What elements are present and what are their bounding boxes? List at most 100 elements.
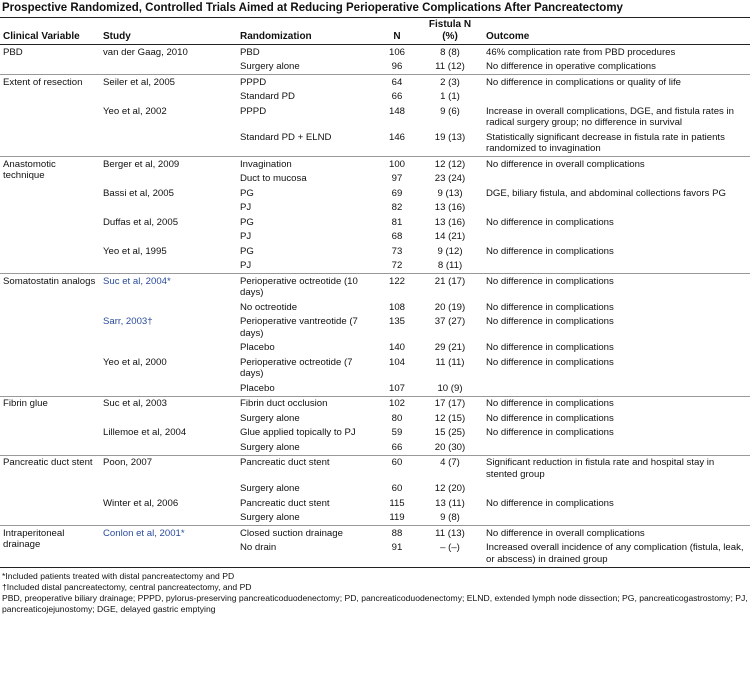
table-row: Sarr, 2003† Perioperative vantreotide (7 …: [0, 315, 750, 341]
footnote: PBD, preoperative biliary drainage; PPPD…: [2, 592, 748, 614]
footnote: *Included patients treated with distal p…: [2, 570, 235, 581]
table-row: Winter et al, 2006 Pancreatic duct stent 1…: [0, 496, 750, 511]
table-row: Yeo et al, 1995 PG 73 9 (12) No difference i…: [0, 244, 750, 259]
randomization: Closed suction drainage: [237, 525, 377, 541]
outcome: No difference in complications: [486, 342, 614, 353]
column-header: Study: [100, 18, 237, 45]
outcome: No difference in complications: [486, 497, 614, 509]
table-row: Surgery alone 119 9 (8): [0, 511, 750, 526]
study: Suc et al, 2003: [100, 395, 237, 426]
outcome-empty: [483, 230, 750, 245]
n: 66: [391, 91, 403, 102]
fistula: 20 (30): [434, 441, 466, 453]
fistula: 19 (13): [434, 131, 466, 143]
randomization: Standard PD: [240, 91, 295, 102]
study: Sarr, 2003†: [103, 316, 153, 327]
fistula: 9 (13): [437, 187, 463, 199]
n: 102: [377, 395, 417, 411]
footnotes: *Included patients treated with distal p…: [0, 568, 750, 618]
randomization: Perioperative octreotide (10 days): [237, 273, 377, 300]
outcome: No difference in overall complications: [483, 525, 750, 541]
outcome-empty: [483, 172, 750, 187]
header-row: Clinical Variable Study Randomization N Fist…: [0, 18, 750, 45]
fistula: 29 (21): [434, 342, 466, 353]
randomization: PG: [240, 245, 254, 257]
n: 59: [391, 427, 403, 438]
fistula: 11 (13): [417, 525, 483, 541]
table-row: Somatostatin analogs Suc et al, 2004* Peri…: [0, 273, 750, 396]
outcome: No difference in complications: [486, 316, 614, 327]
n: 108: [388, 301, 405, 313]
table-row: Intraperitoneal drainage Conlon et al, 20…: [0, 525, 750, 567]
table-row: Extent of resection Seiler et al, 2005 PPP…: [0, 74, 750, 157]
table-row: Fibrin glue Suc et al, 2003 Fibrin duct oc…: [0, 395, 750, 455]
outcome: No difference in operative complications: [486, 61, 656, 72]
fistula: 10 (9): [437, 382, 463, 394]
outcome: No difference in complications: [483, 395, 750, 411]
n: 73: [391, 245, 403, 257]
randomization: PG: [240, 187, 254, 199]
fistula: 9 (8): [440, 512, 460, 523]
fistula: 13 (11): [435, 497, 465, 509]
n: 119: [389, 512, 405, 523]
randomization: No octreotide: [240, 301, 298, 313]
randomization: PJ: [240, 202, 252, 213]
n: 106: [388, 46, 405, 58]
fistula: 8 (8): [440, 46, 460, 58]
clinical-variable: Pancreatic duct stent: [0, 454, 100, 526]
table-title: Prospective Randomized, Controlled Trial…: [0, 0, 750, 18]
table-row: Anastomotic technique Berger et al, 2009 I…: [0, 156, 750, 274]
n: 146: [388, 131, 405, 143]
randomization: No drain: [240, 542, 277, 553]
n: 97: [391, 173, 403, 184]
table-row: PJ 72 8 (11): [0, 259, 750, 274]
n: 122: [377, 273, 417, 300]
n: 115: [389, 497, 405, 509]
fistula: 12 (12): [417, 156, 483, 172]
table-row: Pancreatic duct stent Poon, 2007 Pancreati…: [0, 454, 750, 526]
randomization: Perioperative octreotide (7 days): [240, 356, 353, 380]
study: Winter et al, 2006: [103, 497, 179, 509]
outcome-empty: [483, 201, 750, 216]
randomization: Duct to mucosa: [240, 173, 307, 184]
footnote: †Included distal pancreatectomy, central…: [2, 581, 252, 592]
table-row: Surgery alone 80 12 (15) No difference in c…: [0, 411, 750, 426]
randomization: PG: [240, 216, 254, 228]
n: 107: [388, 382, 405, 394]
randomization: PPPD: [237, 74, 377, 90]
n: 100: [377, 156, 417, 172]
outcome: No difference in complications: [486, 245, 614, 257]
table-row: Duct to mucosa 97 23 (24): [0, 172, 750, 187]
study: van der Gaag, 2010: [103, 46, 188, 58]
outcome: 46% complication rate from PBD procedure…: [486, 46, 676, 58]
randomization: Surgery alone: [240, 441, 300, 453]
fistula: 13 (16): [434, 202, 466, 213]
n: 60: [377, 454, 417, 482]
table-row: Standard PD 66 1 (1): [0, 90, 750, 105]
table-row: Surgery alone 66 20 (30): [0, 440, 750, 455]
outcome: No difference in complications: [483, 273, 750, 300]
randomization: PBD: [240, 46, 260, 58]
randomization: Glue applied topically to PJ: [240, 427, 356, 438]
fistula: 23 (24): [434, 173, 466, 184]
table-row: PBD van der Gaag, 2010 PBD 106 8 (8) 46% comp…: [0, 45, 750, 60]
n: 96: [391, 61, 403, 72]
fistula: 12 (20): [434, 483, 466, 494]
outcome: No difference in complications or qualit…: [483, 74, 750, 90]
randomization: PPPD: [240, 105, 267, 117]
outcome: Increased overall incidence of any compl…: [486, 542, 744, 565]
outcome-empty: [483, 259, 750, 274]
table-row: PJ 82 13 (16): [0, 201, 750, 216]
table-body: PBD van der Gaag, 2010 PBD 106 8 (8) 46% comp…: [0, 45, 750, 567]
clinical-variable: Fibrin glue: [0, 395, 100, 455]
fistula: 21 (17): [417, 273, 483, 300]
randomization: Standard PD + ELND: [240, 131, 332, 143]
outcome: No difference in complications: [486, 216, 614, 228]
fistula: 14 (21): [434, 231, 466, 242]
outcome-empty: [483, 381, 750, 396]
fistula: 11 (11): [435, 356, 465, 368]
column-header: N: [377, 18, 417, 45]
n: 80: [391, 412, 403, 424]
n: 60: [391, 483, 403, 494]
outcome: Increase in overall complications, DGE, …: [486, 105, 734, 129]
